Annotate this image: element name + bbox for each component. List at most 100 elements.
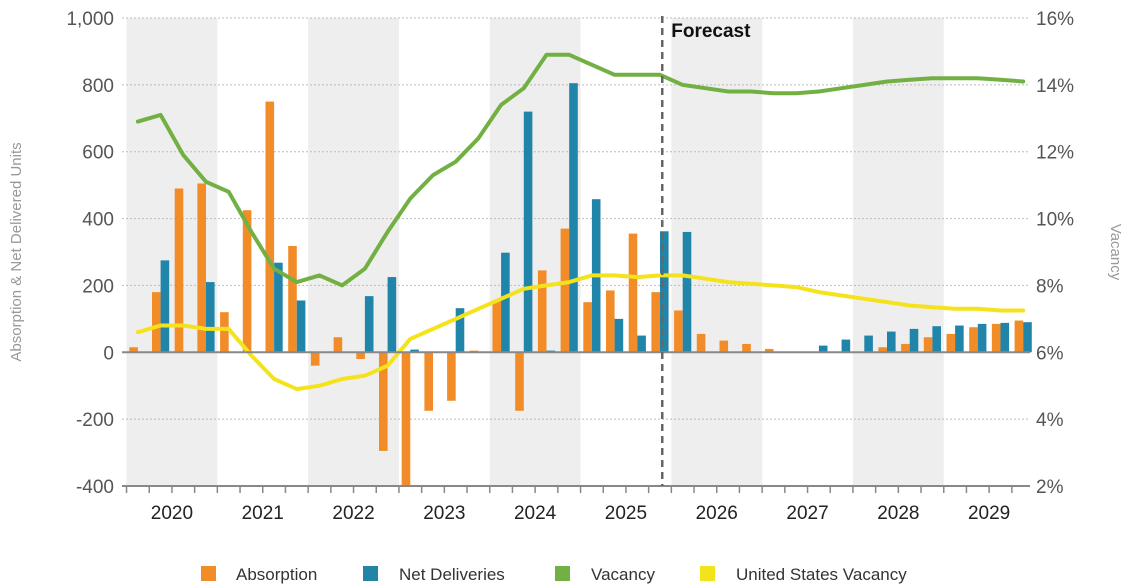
bar-net-deliveries-2028Q2 — [932, 326, 941, 353]
bar-absorption-2020Q1 — [174, 188, 184, 353]
y-left-tick-label: -400 — [76, 477, 114, 498]
bar-absorption-2024Q2 — [560, 228, 570, 353]
bar-absorption-2020Q2 — [197, 183, 206, 353]
axes — [122, 351, 1030, 493]
y-left-tick-label: -200 — [76, 410, 114, 431]
legend-swatch-absorption — [201, 566, 216, 581]
bar-absorption-2024Q3 — [583, 302, 592, 353]
y-right-ticks: 16% 14% 12% 10% 8% 6% 4% 2% — [1036, 9, 1074, 498]
bar-absorption-2021Q3 — [310, 352, 320, 366]
legend-swatch-vacancy — [555, 566, 570, 581]
bar-absorption-2028Q2 — [923, 337, 933, 353]
bar-absorption-2020Q4 — [242, 210, 252, 353]
year-band-2028 — [852, 18, 944, 486]
bar-net-deliveries-2025Q2 — [659, 231, 669, 353]
bar-net-deliveries-2029Q2 — [1023, 322, 1032, 353]
legend-label-us-vacancy: United States Vacancy — [736, 565, 907, 584]
bar-absorption-2025Q4 — [696, 333, 706, 353]
bar-net-deliveries-2021Q1 — [274, 262, 283, 353]
bars — [129, 83, 1032, 486]
x-tick-label-2026: 2026 — [696, 503, 738, 524]
bar-net-deliveries-2028Q4 — [977, 323, 987, 353]
y-left-tick-label: 1,000 — [66, 9, 114, 30]
bar-absorption-2027Q4 — [878, 347, 887, 353]
bar-absorption-2029Q1 — [991, 323, 1001, 353]
bar-net-deliveries-2025Q1 — [637, 335, 646, 353]
y-right-axis-title: Vacancy — [1107, 224, 1124, 281]
forecast-annotation: Forecast — [671, 21, 751, 42]
legend-label-net-deliveries: Net Deliveries — [399, 565, 505, 584]
y-right-tick-label: 10% — [1036, 210, 1074, 231]
bar-net-deliveries-2021Q2 — [296, 300, 306, 353]
bar-absorption-2026Q2 — [742, 343, 751, 353]
bar-absorption-2020Q3 — [220, 312, 229, 353]
bar-absorption-2023Q4 — [515, 352, 524, 411]
bar-net-deliveries-2027Q2 — [841, 339, 851, 353]
bar-net-deliveries-2024Q4 — [614, 318, 624, 353]
bar-absorption-2022Q2 — [378, 352, 388, 451]
bar-net-deliveries-2023Q3 — [501, 252, 510, 353]
legend-item-vacancy: Vacancy — [555, 565, 655, 584]
y-right-tick-label: 6% — [1036, 343, 1064, 364]
bar-absorption-2025Q2 — [651, 292, 660, 353]
legend-swatch-net-deliveries — [363, 566, 378, 581]
x-tick-label-2028: 2028 — [877, 503, 919, 524]
legend: Absorption Net Deliveries Vacancy United… — [201, 565, 907, 584]
bar-net-deliveries-2022Q2 — [387, 277, 397, 353]
bar-net-deliveries-2028Q3 — [955, 325, 964, 353]
bar-absorption-2028Q3 — [946, 333, 956, 353]
bar-absorption-2023Q1 — [447, 352, 456, 401]
x-tick-label-2025: 2025 — [605, 503, 647, 524]
bar-net-deliveries-2022Q3 — [410, 349, 419, 353]
bar-absorption-2021Q2 — [288, 245, 297, 353]
bar-absorption-2025Q1 — [628, 233, 638, 353]
bar-net-deliveries-2023Q4 — [523, 111, 533, 353]
bar-net-deliveries-2029Q1 — [1000, 322, 1010, 353]
bar-absorption-2022Q4 — [424, 352, 433, 411]
line-vacancy — [135, 52, 1026, 288]
series-lines — [135, 52, 1026, 392]
legend-label-absorption: Absorption — [236, 565, 317, 584]
bar-net-deliveries-2028Q1 — [909, 328, 919, 353]
x-tick-label-2020: 2020 — [151, 503, 193, 524]
bar-net-deliveries-2027Q4 — [886, 331, 896, 353]
y-right-tick-label: 8% — [1036, 276, 1064, 297]
y-right-tick-label: 4% — [1036, 410, 1064, 431]
y-right-tick-label: 14% — [1036, 76, 1074, 97]
y-left-tick-label: 800 — [82, 76, 114, 97]
bar-absorption-2026Q3 — [764, 348, 774, 353]
bar-absorption-2028Q4 — [969, 327, 978, 353]
bar-absorption-2028Q1 — [901, 343, 910, 353]
bar-absorption-2022Q1 — [356, 352, 365, 359]
x-tick-label-2021: 2021 — [242, 503, 284, 524]
bar-absorption-2021Q1 — [265, 101, 275, 353]
y-right-tick-label: 2% — [1036, 477, 1064, 498]
bar-absorption-2022Q3 — [401, 352, 411, 486]
bar-net-deliveries-2025Q3 — [682, 231, 692, 353]
bar-absorption-2025Q3 — [674, 310, 683, 353]
y-left-ticks: 1,000 800 600 400 200 0 -200 -400 — [66, 9, 114, 498]
bar-net-deliveries-2023Q1 — [455, 308, 465, 353]
y-left-tick-label: 400 — [82, 210, 114, 231]
y-left-tick-label: 600 — [82, 143, 114, 164]
bar-absorption-2019Q3 — [129, 347, 138, 353]
x-tick-label-2023: 2023 — [423, 503, 465, 524]
bar-net-deliveries-2022Q1 — [364, 296, 374, 353]
y-left-axis-title: Absorption & Net Delivered Units — [8, 142, 25, 361]
bar-absorption-2021Q4 — [333, 337, 343, 353]
y-left-tick-label: 0 — [103, 343, 114, 364]
bar-net-deliveries-2024Q2 — [569, 83, 578, 353]
legend-label-vacancy: Vacancy — [591, 565, 655, 584]
legend-item-absorption: Absorption — [201, 565, 317, 584]
bar-absorption-2023Q3 — [492, 300, 502, 353]
bar-absorption-2026Q1 — [719, 340, 729, 353]
bar-absorption-2029Q2 — [1014, 320, 1024, 353]
y-right-tick-label: 16% — [1036, 9, 1074, 30]
x-tick-label-2024: 2024 — [514, 503, 557, 524]
x-tick-label-2029: 2029 — [968, 503, 1010, 524]
bar-absorption-2019Q4 — [151, 292, 161, 353]
bar-net-deliveries-2019Q4 — [160, 260, 170, 353]
line-us-vacancy — [135, 273, 1026, 392]
y-left-tick-label: 200 — [82, 276, 114, 297]
